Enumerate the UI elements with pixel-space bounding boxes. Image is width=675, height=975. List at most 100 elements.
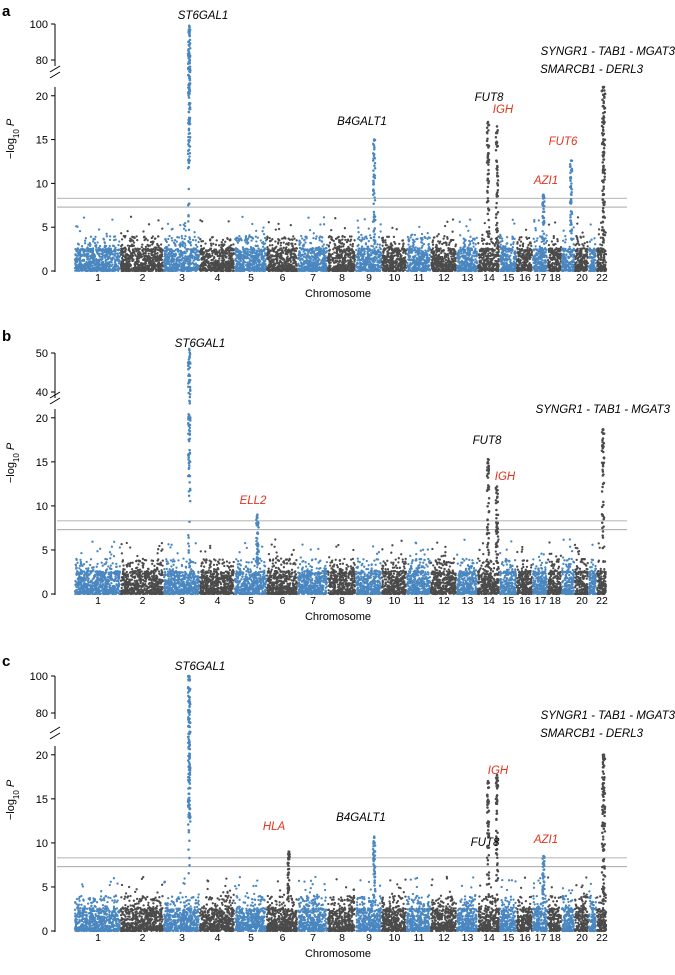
point <box>109 235 111 237</box>
peak-point <box>188 166 191 169</box>
point <box>134 254 136 256</box>
point <box>164 259 166 261</box>
point <box>79 264 81 266</box>
point <box>104 257 106 259</box>
point <box>86 269 88 271</box>
point <box>213 256 215 258</box>
point <box>165 256 167 258</box>
point <box>169 265 171 267</box>
point <box>174 245 176 247</box>
point <box>168 244 170 246</box>
point <box>134 270 136 272</box>
point <box>164 268 166 270</box>
point <box>195 239 197 241</box>
point <box>168 235 170 237</box>
point <box>184 246 186 248</box>
point <box>183 264 185 266</box>
point <box>159 268 161 270</box>
peak-point <box>187 48 190 51</box>
point <box>99 256 101 258</box>
point <box>117 249 119 251</box>
point <box>163 250 165 252</box>
point <box>96 253 98 255</box>
point <box>107 251 109 253</box>
point <box>181 237 183 239</box>
point <box>209 238 211 240</box>
point <box>215 244 217 246</box>
peak-point <box>188 188 191 191</box>
point <box>151 243 153 245</box>
point <box>120 232 122 234</box>
point <box>86 256 88 258</box>
point <box>183 228 185 230</box>
point <box>98 228 100 230</box>
point <box>185 260 187 262</box>
chromosome-3-points <box>163 25 200 273</box>
point <box>74 269 76 271</box>
point <box>184 242 186 244</box>
point <box>151 266 153 268</box>
point <box>199 238 201 240</box>
chromosome-2-points <box>120 216 164 272</box>
point <box>77 266 79 268</box>
point <box>205 254 207 256</box>
point <box>154 258 156 260</box>
point <box>116 252 118 254</box>
point <box>118 240 120 242</box>
point <box>111 263 113 265</box>
point <box>82 248 84 250</box>
point <box>184 235 186 237</box>
point <box>195 244 197 246</box>
panel-a: a0510152080100−log10P1 2 3 4 5 6 7 8 9 10 11 12 13 14… <box>2 3 675 300</box>
point <box>210 244 212 246</box>
point <box>121 270 123 272</box>
point <box>131 270 133 272</box>
peak-point <box>188 149 191 152</box>
point <box>224 241 226 243</box>
point <box>89 245 91 247</box>
point <box>167 270 169 272</box>
chromosome-4-points <box>199 219 235 272</box>
point <box>181 268 183 270</box>
peak-point <box>189 123 192 126</box>
point <box>111 218 113 220</box>
point <box>84 242 86 244</box>
point <box>123 268 125 270</box>
point <box>179 254 181 256</box>
point <box>80 269 82 271</box>
point <box>175 262 177 264</box>
peak-point <box>188 54 191 57</box>
point <box>212 243 214 245</box>
point <box>191 248 193 250</box>
point <box>117 265 119 267</box>
point <box>148 258 150 260</box>
point <box>148 223 150 225</box>
panel-letter: a <box>2 3 11 20</box>
point <box>85 267 87 269</box>
point <box>155 270 157 272</box>
point <box>167 259 169 261</box>
point <box>104 264 106 266</box>
point <box>216 239 218 241</box>
point <box>183 238 185 240</box>
point <box>83 216 85 218</box>
point <box>145 246 147 248</box>
point <box>88 261 90 263</box>
point <box>115 239 117 241</box>
point <box>100 253 102 255</box>
point <box>178 244 180 246</box>
point <box>131 236 133 238</box>
point <box>176 240 178 242</box>
point <box>193 247 195 249</box>
peak-point <box>187 94 190 97</box>
point <box>187 258 189 260</box>
point <box>146 260 148 262</box>
point <box>147 270 149 272</box>
point <box>179 224 181 226</box>
point <box>168 262 170 264</box>
point <box>171 239 173 241</box>
point <box>229 247 231 249</box>
point <box>226 237 228 239</box>
point <box>82 255 84 257</box>
peak-point <box>189 39 192 42</box>
